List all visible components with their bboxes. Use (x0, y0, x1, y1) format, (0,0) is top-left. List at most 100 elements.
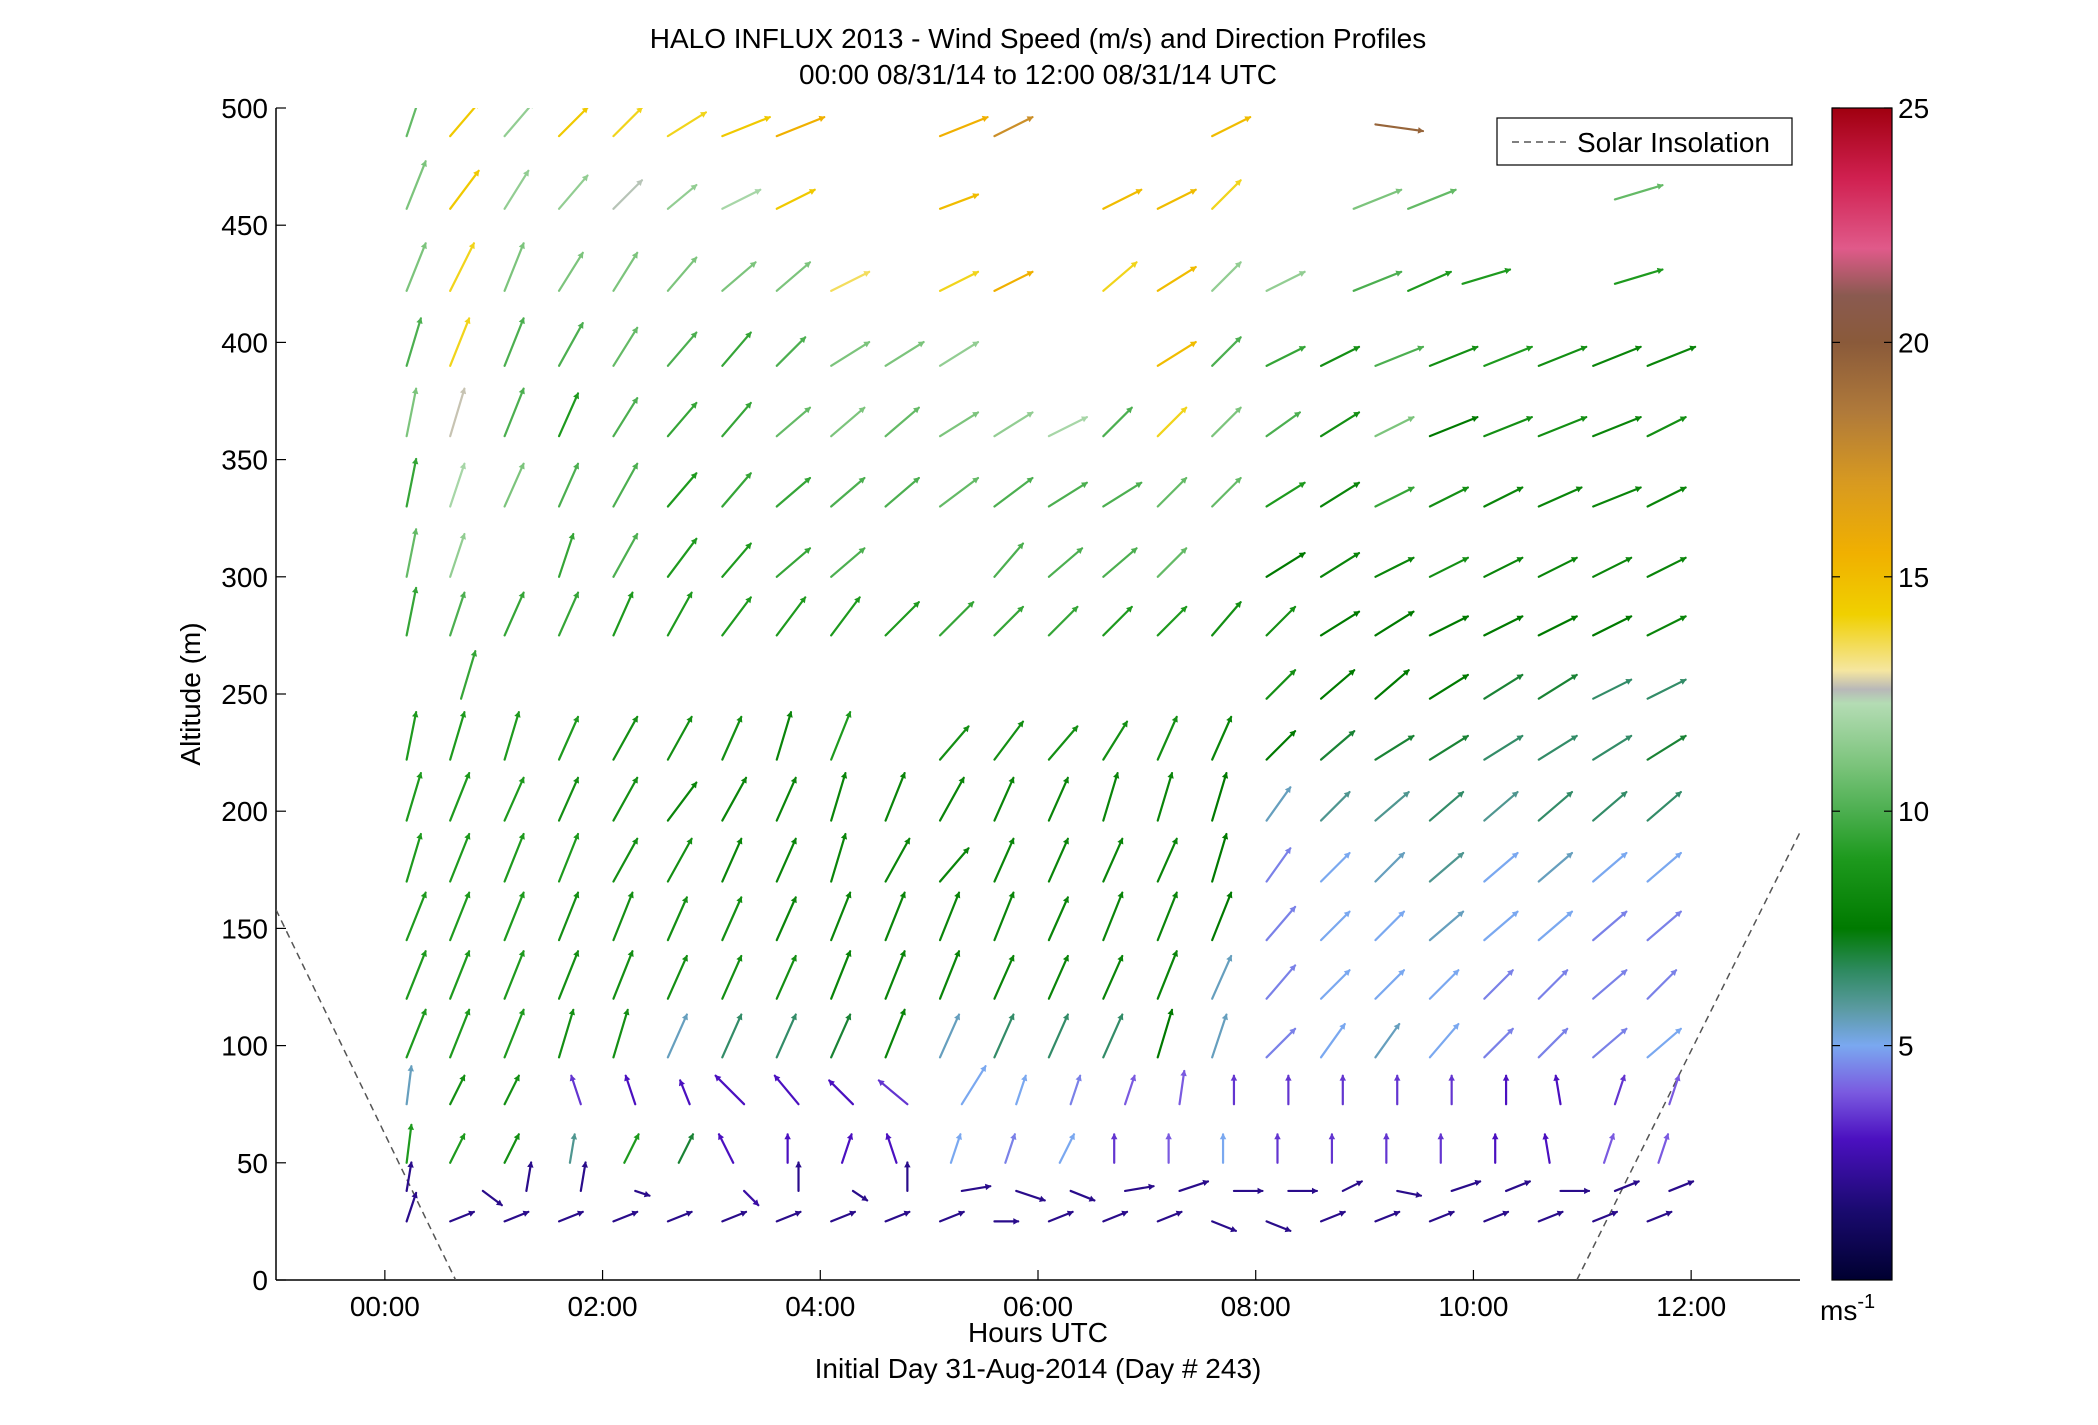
wind-vector-head (1417, 127, 1424, 134)
wind-vector (405, 1123, 413, 1164)
wind-vector-head (899, 950, 906, 957)
wind-vector (557, 108, 589, 138)
wind-vector-head (1474, 1179, 1482, 1187)
wind-vector (1483, 673, 1524, 700)
y-tick-label: 0 (252, 1265, 268, 1296)
wind-vector-head (972, 193, 980, 200)
wind-vector-head (1491, 1133, 1499, 1140)
wind-vector-head (784, 1133, 791, 1140)
wind-vector (993, 954, 1015, 1000)
wind-vector (557, 891, 580, 942)
wind-vector-head (1013, 1218, 1020, 1225)
wind-vector (938, 847, 970, 883)
wind-vector (503, 832, 525, 883)
wind-vector-head (1289, 1028, 1296, 1035)
wind-vector (1428, 673, 1469, 700)
wind-vector (830, 340, 871, 367)
wind-vector-head (1353, 552, 1360, 559)
wind-vector (557, 950, 580, 1000)
wind-vector (1592, 910, 1628, 942)
wind-vector (1047, 1013, 1069, 1059)
wind-vector (960, 1065, 987, 1106)
wind-vector (1646, 416, 1687, 438)
wind-vector (1211, 771, 1228, 822)
wind-vector-head (473, 169, 480, 177)
wind-vector (1319, 790, 1351, 822)
wind-vector-head (1561, 969, 1568, 976)
wind-vector (938, 601, 975, 637)
wind-vector-head (420, 950, 427, 957)
wind-vector-head (581, 108, 588, 114)
wind-vector-head (1284, 847, 1291, 855)
wind-vector-head (1580, 415, 1588, 422)
wind-vector (1265, 481, 1306, 508)
wind-vector (1592, 615, 1633, 637)
wind-vector-head (808, 189, 816, 195)
wind-vector-head (1257, 1187, 1264, 1195)
wind-vector (830, 711, 852, 761)
wind-vector-head (1230, 1226, 1237, 1233)
wind-vector (1646, 615, 1687, 637)
wind-vector (1592, 851, 1628, 883)
y-tick-label: 300 (221, 562, 268, 593)
wind-vector (449, 242, 476, 292)
wind-vector (405, 950, 427, 1000)
wind-vector (503, 317, 525, 367)
wind-vector-head (407, 1123, 414, 1131)
wind-vector-head (1221, 772, 1229, 779)
wind-vector (503, 242, 525, 292)
wind-vector-head (624, 1074, 631, 1082)
colorbar-tick-label: 15 (1898, 562, 1929, 593)
wind-vector (1374, 1022, 1401, 1059)
wind-vector (1374, 610, 1415, 637)
wind-vector-head (1674, 1074, 1681, 1082)
wind-vector (1211, 261, 1242, 292)
wind-vector-head (514, 711, 521, 718)
wind-vector (1047, 776, 1069, 822)
wind-vector (775, 837, 797, 883)
wind-vector (1156, 950, 1178, 1000)
wind-vector (1483, 486, 1524, 508)
wind-vector-head (1620, 1028, 1628, 1035)
wind-vector (1265, 964, 1297, 1000)
wind-vector (503, 169, 530, 210)
wind-vector-head (416, 833, 423, 840)
wind-vector (1211, 406, 1242, 438)
wind-vector (1102, 720, 1129, 761)
wind-vector (1592, 969, 1628, 1000)
wind-vector (721, 776, 748, 822)
wind-vector-head (1675, 910, 1682, 918)
wind-vector (884, 601, 920, 637)
y-tick-label: 100 (221, 1031, 268, 1062)
wind-vector-head (686, 715, 693, 723)
wind-vector-head (1679, 557, 1687, 563)
wind-vector-head (1234, 406, 1242, 414)
x-tick-label: 08:00 (1221, 1291, 1291, 1322)
wind-vector-head (954, 950, 961, 957)
wind-vector-head (636, 179, 643, 187)
wind-vector-head (1656, 267, 1664, 275)
wind-vector-head (736, 1013, 743, 1021)
wind-vector-head (1511, 852, 1519, 859)
wind-vector (1646, 678, 1687, 700)
wind-vector (1156, 547, 1188, 578)
wind-vector (666, 472, 698, 508)
wind-vector (1265, 551, 1306, 578)
wind-vector-head (736, 896, 743, 904)
colorbar-tick-label: 5 (1898, 1031, 1914, 1062)
wind-vector-head (459, 387, 467, 395)
wind-vector-head (1026, 116, 1034, 123)
x-tick-label: 10:00 (1438, 1291, 1508, 1322)
wind-vector-head (790, 896, 797, 904)
wind-vector (1265, 786, 1292, 822)
wind-vector (1156, 771, 1174, 822)
wind-vector (557, 1008, 575, 1059)
wind-vector (1047, 481, 1088, 508)
wind-vector (1374, 345, 1425, 367)
wind-vector (1483, 851, 1519, 883)
wind-vector-head (861, 1195, 869, 1202)
x-tick-label: 12:00 (1656, 1291, 1726, 1322)
wind-vector-head (573, 950, 580, 957)
wind-vector-head (411, 586, 419, 594)
wind-vector (1428, 1022, 1460, 1059)
